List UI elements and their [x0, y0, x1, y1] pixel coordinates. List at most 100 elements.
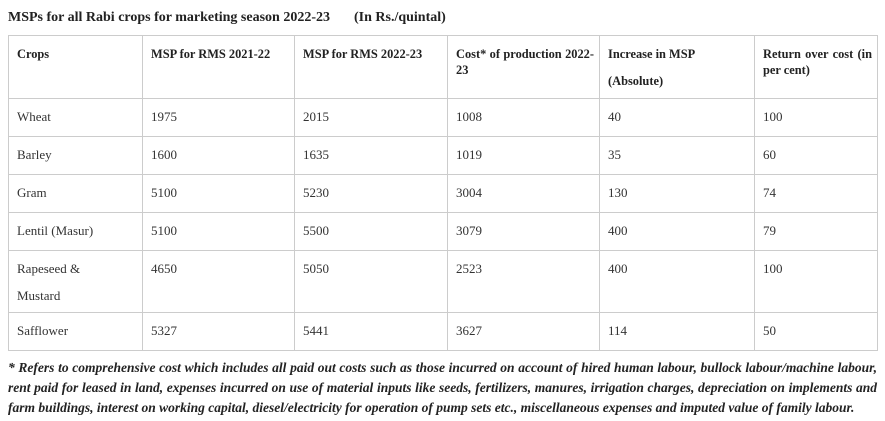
table-row: Safflower 5327 5441 3627 114 50 — [8, 312, 878, 351]
table-cell: 74 — [754, 174, 878, 213]
cell-line: Crops — [17, 47, 50, 61]
column-header: Cost* of production 2022- 23 — [447, 35, 600, 99]
table-cell: 1019 — [447, 136, 600, 175]
cell-paragraph: 1975 — [151, 109, 289, 125]
table-row: Barley 1600 1635 1019 35 60 — [8, 136, 878, 175]
table-cell: 5441 — [294, 312, 448, 351]
cell-paragraph: 60 — [763, 147, 872, 163]
cell-line: 2015 — [303, 109, 329, 124]
cell-line: 5500 — [303, 223, 329, 238]
table-cell: Gram — [8, 174, 143, 213]
cell-paragraph: 5100 — [151, 223, 289, 239]
cell-line: Barley — [17, 147, 52, 162]
table-cell: 2523 — [447, 250, 600, 313]
cell-paragraph: 50 — [763, 323, 872, 339]
page-title-text: MSPs for all Rabi crops for marketing se… — [8, 10, 330, 25]
column-header: Increase in MSP (Absolute) — [599, 35, 755, 99]
table-cell: 100 — [754, 98, 878, 137]
cell-line: 5327 — [151, 323, 177, 338]
cell-paragraph: Wheat — [17, 109, 137, 125]
cell-paragraph: 4650 — [151, 261, 289, 277]
cell-line: Cost* of production 2022- — [456, 47, 594, 61]
cell-paragraph: 2015 — [303, 109, 442, 125]
cell-line: 400 — [608, 261, 628, 276]
cell-paragraph: Gram — [17, 185, 137, 201]
column-header: Crops — [8, 35, 143, 99]
cell-line: 3004 — [456, 185, 482, 200]
cell-line: Return over cost (in — [763, 47, 872, 61]
cell-line: Rapeseed & — [17, 261, 81, 276]
cell-line: 5100 — [151, 185, 177, 200]
table-cell: 79 — [754, 212, 878, 251]
table-cell: 5327 — [142, 312, 295, 351]
table-cell: 130 — [599, 174, 755, 213]
cell-line: (Absolute) — [608, 74, 664, 88]
cell-line: MSP for RMS 2021-22 — [151, 47, 271, 61]
cell-line: 3627 — [456, 323, 482, 338]
page-title: MSPs for all Rabi crops for marketing se… — [8, 9, 877, 26]
cell-line: Mustard — [17, 288, 61, 303]
cell-paragraph: Barley — [17, 147, 137, 163]
table-cell: Lentil (Masur) — [8, 212, 143, 251]
cell-line: 1008 — [456, 109, 482, 124]
table-cell: Wheat — [8, 98, 143, 137]
table-cell: 3004 — [447, 174, 600, 213]
table-cell: Safflower — [8, 312, 143, 351]
cell-paragraph: Increase in MSP — [608, 46, 749, 62]
cell-paragraph: MSP for RMS 2021-22 — [151, 46, 289, 62]
table-cell: 40 — [599, 98, 755, 137]
cell-line: 4650 — [151, 261, 177, 276]
cell-line: 3079 — [456, 223, 482, 238]
cell-line: 5050 — [303, 261, 329, 276]
table-cell: 1635 — [294, 136, 448, 175]
cell-paragraph: 79 — [763, 223, 872, 239]
cell-paragraph: Cost* of production 2022- 23 — [456, 46, 594, 78]
cell-line: 79 — [763, 223, 776, 238]
cell-paragraph: 1019 — [456, 147, 594, 163]
cell-paragraph: 400 — [608, 261, 749, 277]
cell-line: 40 — [608, 109, 621, 124]
cell-line: MSP for RMS 2022-23 — [303, 47, 423, 61]
cell-line: 5230 — [303, 185, 329, 200]
table-body: Wheat 1975 2015 1008 40 100 Barley 1600 1635 1019… — [8, 98, 878, 351]
header-row: Crops MSP for RMS 2021-22 MSP for RMS 2022… — [8, 35, 878, 99]
table-cell: 100 — [754, 250, 878, 313]
cell-line: 1975 — [151, 109, 177, 124]
cell-paragraph: Lentil (Masur) — [17, 223, 137, 239]
cell-paragraph: Rapeseed & — [17, 261, 137, 277]
cell-line: 5441 — [303, 323, 329, 338]
cell-line: 130 — [608, 185, 628, 200]
table-cell: 5500 — [294, 212, 448, 251]
cell-paragraph: 5050 — [303, 261, 442, 277]
table-cell: 35 — [599, 136, 755, 175]
table-cell: 50 — [754, 312, 878, 351]
table-cell: 5100 — [142, 212, 295, 251]
msp-table: Crops MSP for RMS 2021-22 MSP for RMS 2022… — [8, 35, 878, 351]
cell-paragraph: 1635 — [303, 147, 442, 163]
cell-line: 60 — [763, 147, 776, 162]
table-cell: 1008 — [447, 98, 600, 137]
table-cell: 1975 — [142, 98, 295, 137]
cell-line: 50 — [763, 323, 776, 338]
table-cell: Barley — [8, 136, 143, 175]
cell-paragraph: 5100 — [151, 185, 289, 201]
cell-paragraph: Crops — [17, 46, 137, 62]
cell-line: Increase in MSP — [608, 47, 696, 61]
cell-line: 74 — [763, 185, 776, 200]
cell-line: per cent) — [763, 63, 810, 77]
table-cell: 5230 — [294, 174, 448, 213]
cell-paragraph: 5230 — [303, 185, 442, 201]
cell-paragraph: 1008 — [456, 109, 594, 125]
column-header: MSP for RMS 2022-23 — [294, 35, 448, 99]
cell-paragraph: 114 — [608, 323, 749, 339]
cell-line: 114 — [608, 323, 628, 338]
cell-paragraph: 3079 — [456, 223, 594, 239]
cell-line: 400 — [608, 223, 628, 238]
table-cell: 5100 — [142, 174, 295, 213]
cell-line: Gram — [17, 185, 47, 200]
table-row: Gram 5100 5230 3004 130 74 — [8, 174, 878, 213]
column-header: Return over cost (in per cent) — [754, 35, 878, 99]
cell-line: 23 — [456, 63, 469, 77]
cell-paragraph: 100 — [763, 109, 872, 125]
cell-paragraph: 40 — [608, 109, 749, 125]
